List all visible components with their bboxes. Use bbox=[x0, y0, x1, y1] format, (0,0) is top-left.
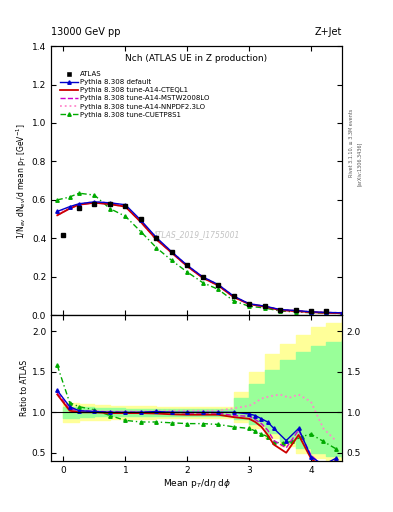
Y-axis label: Ratio to ATLAS: Ratio to ATLAS bbox=[20, 360, 29, 416]
Legend: ATLAS, Pythia 8.308 default, Pythia 8.308 tune-A14-CTEQL1, Pythia 8.308 tune-A14: ATLAS, Pythia 8.308 default, Pythia 8.30… bbox=[57, 69, 213, 120]
Text: Z+Jet: Z+Jet bbox=[314, 27, 342, 37]
Text: Nch (ATLAS UE in Z production): Nch (ATLAS UE in Z production) bbox=[125, 54, 268, 63]
Text: [arXiv:1306.3436]: [arXiv:1306.3436] bbox=[357, 142, 362, 186]
Text: 13000 GeV pp: 13000 GeV pp bbox=[51, 27, 121, 37]
X-axis label: Mean p$_T$/d$\eta$ d$\phi$: Mean p$_T$/d$\eta$ d$\phi$ bbox=[163, 477, 230, 490]
Text: ATLAS_2019_I1755001: ATLAS_2019_I1755001 bbox=[153, 230, 240, 239]
Y-axis label: 1/N$_{ev}$ dN$_{ev}$/d mean p$_T$ [GeV$^{-1}$]: 1/N$_{ev}$ dN$_{ev}$/d mean p$_T$ [GeV$^… bbox=[15, 123, 29, 239]
Text: Rivet 3.1.10, ≥ 3.3M events: Rivet 3.1.10, ≥ 3.3M events bbox=[349, 109, 354, 178]
